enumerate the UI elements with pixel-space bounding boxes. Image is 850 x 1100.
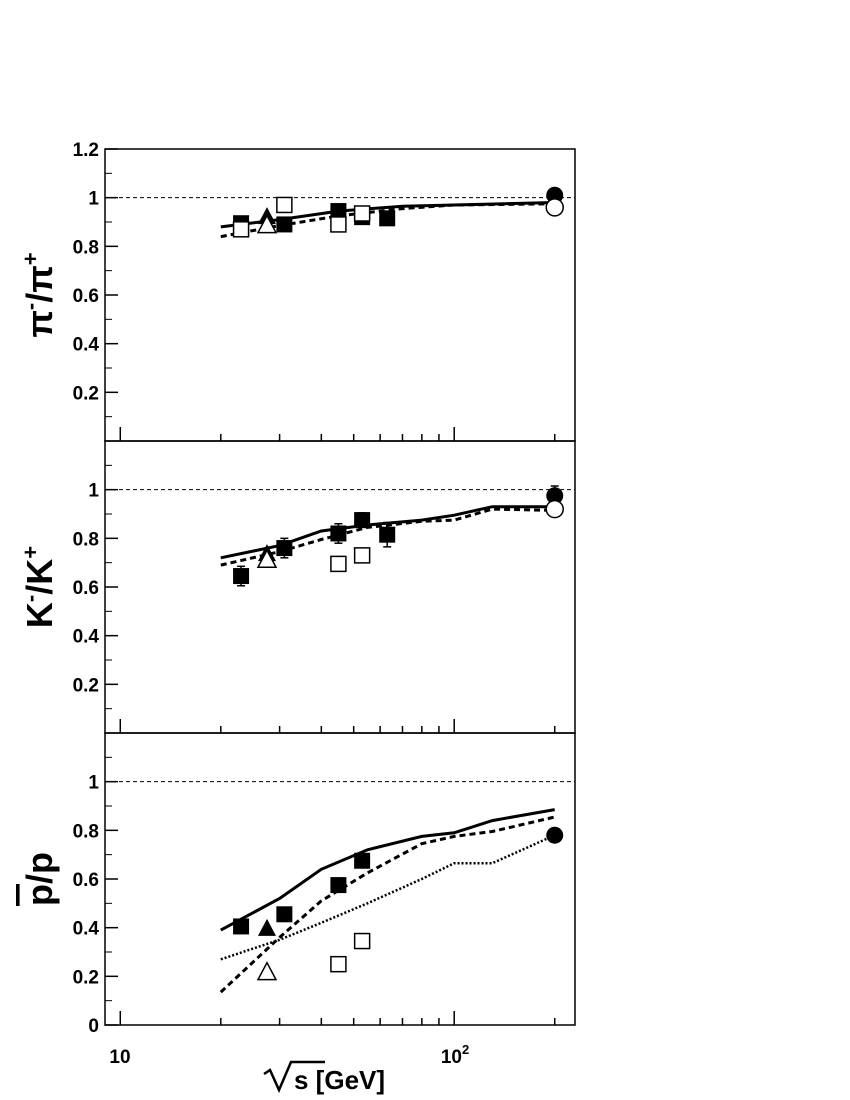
y-tick-label: 0.4 — [73, 335, 100, 356]
data-point-filled-square — [276, 216, 293, 233]
data-point-open-square — [353, 932, 371, 950]
data-point-open-triangle — [256, 214, 278, 234]
y-axis-title: K-/K+ — [18, 546, 60, 628]
data-point-filled-square — [276, 906, 293, 923]
y-tick-label: 0 — [88, 1016, 99, 1037]
panel-2: 0.2 0.4 0.6 0.8 1 K-/K+ — [18, 440, 576, 734]
data-point-open-circle — [545, 198, 564, 217]
data-point-open-square — [330, 216, 347, 233]
model-curve-solid — [220, 808, 555, 932]
y-axis-title-part: /π — [19, 265, 60, 303]
y-tick-label: 0.2 — [73, 383, 99, 404]
data-point-filled-square — [379, 526, 396, 543]
data-point-filled-square — [276, 540, 293, 557]
y-tick-label: 0.8 — [73, 237, 99, 258]
y-axis-title-part: p — [19, 884, 60, 906]
data-point-filled-square — [379, 210, 396, 227]
data-point-open-square — [330, 555, 347, 573]
x-tick-label-100: 102 — [441, 1042, 469, 1068]
y-axis-title-sup: - — [18, 595, 43, 602]
y-axis-title-sup: + — [18, 546, 43, 559]
model-curve-dashed — [220, 202, 555, 239]
y-tick-label: 0.6 — [73, 870, 99, 891]
y-axis-title-part: π — [19, 310, 60, 338]
data-point-filled-square — [354, 852, 371, 869]
data-point-filled-square — [233, 568, 250, 585]
data-point-open-square — [276, 196, 293, 214]
y-tick-label: 0.2 — [73, 967, 99, 988]
panel-frame — [104, 440, 576, 734]
y-tick-label: 1 — [88, 189, 99, 210]
data-point-open-square — [353, 205, 371, 222]
y-tick-label: 0.8 — [73, 821, 99, 842]
y-tick-label: 0.4 — [73, 919, 100, 940]
y-tick-label: 0.6 — [73, 286, 99, 307]
x-axis-title-text: s [GeV] — [294, 1065, 385, 1095]
y-tick-label: 0.4 — [73, 627, 100, 648]
data-point-filled-circle — [546, 487, 564, 505]
data-point-filled-square — [233, 918, 250, 935]
y-axis-title-part: /K — [19, 559, 60, 595]
y-axis-title-part: K — [19, 602, 60, 628]
y-axis-title-sup: + — [18, 252, 43, 265]
y-tick-label: 0.6 — [73, 578, 99, 599]
y-tick-label: 1 — [88, 481, 99, 502]
y-tick-label: 0.8 — [73, 529, 99, 550]
panel-3: 0 0.2 0.4 0.6 0.8 1 p/p — [19, 732, 576, 1037]
data-point-open-triangle — [256, 961, 278, 981]
model-curve-dotted — [220, 834, 556, 961]
data-point-open-triangle — [256, 548, 278, 568]
data-point-filled-square — [330, 877, 347, 894]
panels: 0.20.40.60.811.2π-/π+0.20.40.60.81K-/K+0… — [18, 140, 576, 1037]
y-tick-label: 0.2 — [73, 675, 99, 696]
sqrt-symbol-icon — [263, 1060, 325, 1094]
panel-1: 0.2 0.4 0.6 0.8 1 1.2 π-/π+ — [18, 140, 576, 442]
data-point-filled-square — [330, 203, 347, 220]
x-tick-label-10: 10 — [109, 1047, 130, 1068]
model-curve-dashed — [220, 507, 555, 567]
panel-frame — [104, 148, 576, 442]
y-tick-label: 1.2 — [73, 140, 99, 161]
x-axis-labels: 10 102 s [GeV] — [109, 1042, 469, 1095]
data-point-open-square — [330, 955, 347, 973]
y-axis-title-sup: - — [18, 303, 43, 310]
data-point-filled-square — [354, 512, 371, 529]
data-point-filled-triangle — [257, 918, 276, 936]
model-curve-dashed — [219, 815, 556, 994]
data-point-open-square — [353, 547, 371, 564]
y-axis-title: π-/π+ — [18, 252, 60, 337]
data-point-filled-square — [330, 525, 347, 542]
y-axis-title-part: /p — [19, 852, 60, 884]
x-axis-title: s [GeV] — [263, 1060, 385, 1095]
data-point-open-circle — [545, 499, 564, 519]
y-tick-label: 1 — [88, 773, 99, 794]
data-point-filled-circle — [546, 826, 564, 844]
data-point-open-square — [232, 221, 250, 238]
y-axis-title: p/p — [19, 852, 60, 906]
